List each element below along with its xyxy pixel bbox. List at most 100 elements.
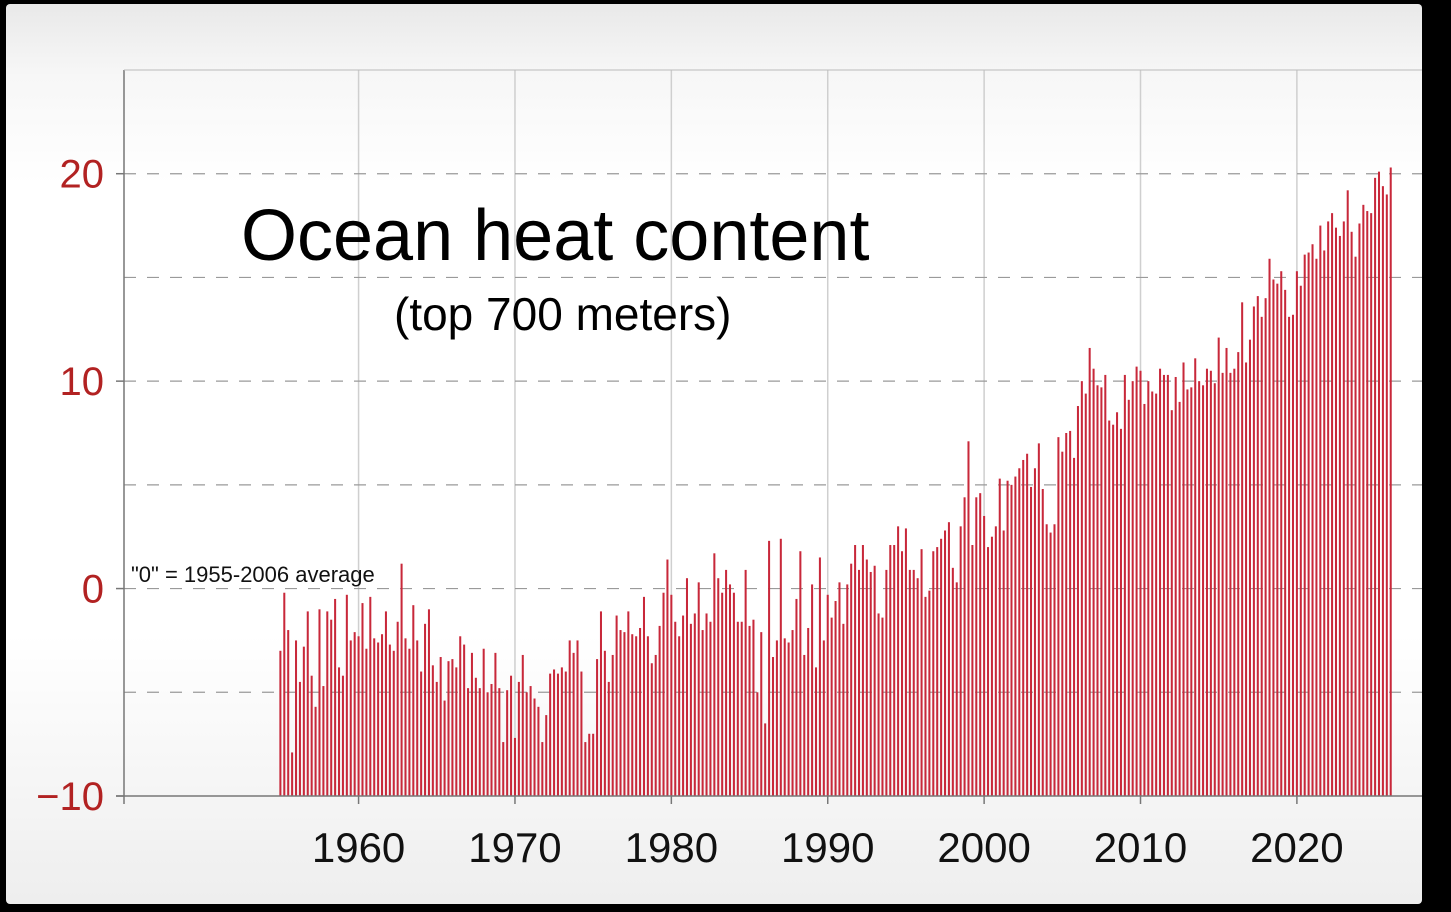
bar-2002.00 (1014, 476, 1017, 796)
bar-1991.25 (846, 584, 849, 796)
bar-1957.25 (314, 706, 317, 796)
x-tick-label-1980: 1980 (625, 824, 718, 871)
bar-1973.00 (560, 667, 563, 796)
bar-1998.00 (951, 567, 954, 796)
bar-1960.00 (357, 636, 360, 796)
bar-2002.50 (1022, 459, 1025, 796)
bar-1955.75 (291, 752, 294, 796)
bar-1987.00 (779, 538, 782, 796)
bar-2022.75 (1338, 235, 1341, 796)
bar-1973.75 (572, 652, 575, 796)
bar-2004.00 (1045, 524, 1048, 796)
bar-1965.50 (443, 700, 446, 796)
bar-1978.50 (646, 636, 649, 796)
bar-2021.75 (1323, 250, 1326, 796)
x-tick-label-2010: 2010 (1094, 824, 1187, 871)
bar-1992.25 (861, 545, 864, 796)
bar-1968.75 (494, 652, 497, 796)
bar-2024.00 (1358, 223, 1361, 796)
bar-1989.25 (814, 667, 818, 796)
bar-1956.25 (298, 681, 301, 796)
bar-2008.50 (1116, 412, 1119, 796)
bar-1984.75 (744, 569, 747, 796)
bar-2013.50 (1194, 358, 1197, 796)
bar-2003.25 (1033, 468, 1036, 796)
bar-1984.00 (732, 592, 735, 796)
bar-1976.50 (615, 615, 618, 796)
bar-1956.00 (295, 640, 298, 796)
bar-1985.75 (760, 632, 763, 796)
bar-1960.50 (365, 648, 368, 796)
bar-1967.25 (470, 652, 473, 796)
bar-2010.00 (1139, 370, 1142, 796)
bar-1979.75 (666, 559, 669, 796)
bar-1963.00 (404, 638, 407, 796)
bar-2009.25 (1127, 399, 1130, 796)
x-tick-label-1990: 1990 (781, 824, 874, 871)
y-tick-label-20: 20 (60, 153, 105, 197)
bar-1974.75 (588, 733, 591, 796)
bar-2023.50 (1350, 231, 1353, 797)
bar-2014.75 (1213, 383, 1216, 796)
bar-1979.25 (658, 625, 661, 796)
bar-1984.25 (736, 621, 739, 796)
bar-1969.25 (502, 742, 505, 796)
bar-2007.75 (1104, 374, 1107, 796)
bar-1998.50 (959, 526, 962, 796)
bar-1981.75 (697, 582, 700, 796)
bar-1977.25 (627, 611, 630, 796)
bar-2025.25 (1377, 171, 1381, 796)
bar-1976.75 (619, 630, 622, 796)
bar-1997.50 (944, 530, 947, 796)
bar-1992.75 (869, 571, 872, 796)
bar-1966.75 (463, 644, 466, 796)
bar-1998.75 (963, 497, 966, 796)
bar-2024.75 (1370, 213, 1373, 796)
bar-1960.25 (361, 603, 364, 796)
bar-1967.00 (467, 688, 470, 796)
y-tick-label-10: 10 (60, 360, 105, 404)
bar-2017.75 (1260, 316, 1263, 796)
bar-1991.50 (850, 563, 853, 796)
bar-1962.25 (392, 650, 395, 796)
bar-1964.25 (424, 623, 427, 796)
bar-1969.50 (506, 690, 509, 796)
bar-1957.75 (322, 686, 325, 796)
bar-1975.00 (592, 733, 595, 796)
bar-2016.25 (1237, 352, 1240, 796)
bar-2009.50 (1131, 381, 1134, 796)
bar-1977.00 (623, 632, 626, 796)
bar-1982.00 (701, 630, 704, 796)
bar-1976.00 (607, 681, 610, 796)
bar-2014.50 (1209, 370, 1212, 796)
bar-2011.75 (1166, 374, 1169, 796)
bar-2017.00 (1248, 339, 1251, 796)
bar-2007.00 (1092, 368, 1095, 796)
bar-1995.50 (912, 569, 915, 796)
bar-1994.25 (893, 545, 896, 796)
chart-frame: 20 10 0 −10 1960 1970 1980 1990 2000 2010 2020 Oc… (6, 4, 1422, 904)
bar-2022.50 (1334, 227, 1337, 796)
bar-2026.00 (1389, 167, 1392, 797)
chart-title: Ocean heat content (241, 196, 869, 276)
x-tick-label-2000: 2000 (937, 824, 1030, 871)
bar-2002.75 (1026, 453, 1029, 796)
bar-1963.75 (416, 640, 419, 796)
bar-1972.50 (553, 669, 556, 796)
bar-2022.00 (1327, 221, 1330, 797)
bar-1993.50 (881, 617, 884, 796)
bar-1971.75 (541, 742, 544, 796)
bar-1993.75 (885, 569, 888, 796)
bar-2023.25 (1346, 190, 1349, 796)
bar-1959.25 (345, 594, 348, 796)
bar-1963.50 (412, 605, 415, 796)
bar-1978.75 (650, 663, 653, 796)
bar-1987.25 (783, 638, 786, 796)
bar-1965.75 (447, 661, 450, 796)
bar-1977.75 (635, 636, 638, 796)
bar-1990.75 (838, 582, 841, 796)
bar-2019.00 (1280, 271, 1283, 797)
bar-2017.25 (1252, 306, 1255, 796)
bar-1966.00 (451, 659, 454, 796)
bar-1985.25 (752, 619, 755, 796)
